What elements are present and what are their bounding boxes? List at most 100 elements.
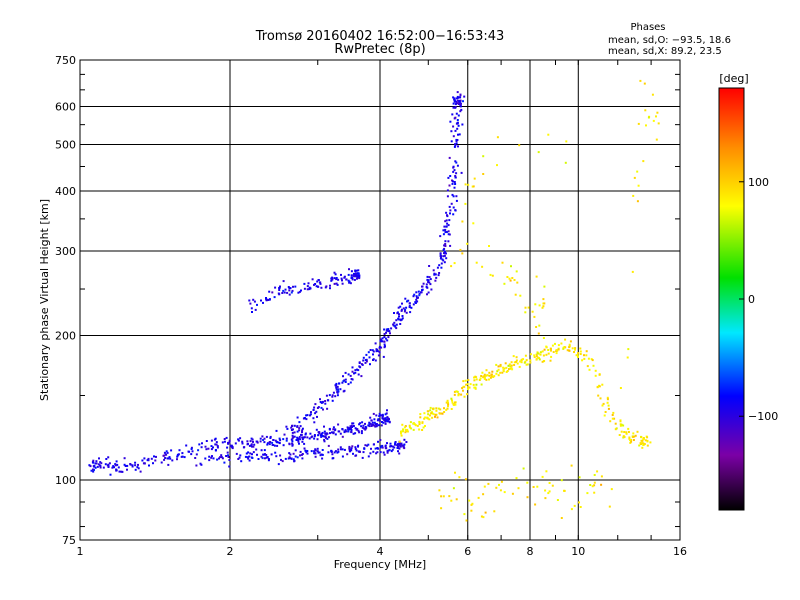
phase-point	[92, 468, 94, 471]
phase-point	[452, 135, 455, 138]
phase-point	[571, 347, 574, 350]
phase-point	[350, 449, 353, 452]
phase-point	[383, 333, 386, 335]
phase-point	[298, 435, 301, 438]
phase-point	[94, 466, 97, 469]
phase-point	[421, 289, 423, 292]
phase-point	[319, 281, 322, 284]
phase-point	[114, 463, 117, 466]
phase-point	[449, 175, 452, 177]
phase-point	[442, 255, 445, 258]
phase-point	[355, 428, 358, 431]
phase-point	[148, 464, 150, 467]
phase-point	[513, 364, 516, 366]
phase-point	[268, 441, 271, 443]
phase-point	[398, 440, 401, 443]
phase-point	[170, 449, 173, 452]
phase-point	[336, 385, 339, 388]
phase-point	[306, 414, 309, 417]
phase-point	[287, 286, 290, 288]
phase-point	[291, 442, 294, 445]
phase-point	[350, 276, 353, 279]
phase-point	[228, 441, 231, 444]
phase-point	[457, 99, 459, 102]
phase-point	[265, 298, 268, 301]
phase-point	[459, 94, 462, 97]
phase-point	[412, 422, 415, 425]
phase-point	[339, 388, 342, 391]
phase-point	[448, 184, 451, 187]
phase-point	[467, 386, 470, 389]
phase-point	[506, 276, 509, 278]
phase-point	[452, 102, 455, 105]
phase-point	[363, 427, 366, 430]
phase-point	[298, 427, 301, 430]
phase-point	[354, 446, 357, 449]
phase-point	[453, 145, 456, 148]
phase-point	[400, 308, 403, 311]
phase-point	[267, 458, 270, 460]
phase-point	[537, 356, 540, 359]
phase-point	[343, 379, 346, 382]
phase-point	[316, 438, 319, 441]
phase-point	[323, 438, 326, 441]
phase-point	[474, 375, 477, 378]
phase-point	[385, 331, 387, 334]
phase-point	[369, 349, 372, 351]
phase-point	[450, 408, 453, 410]
phase-point	[188, 450, 191, 453]
phase-point	[331, 395, 334, 398]
phase-point	[313, 283, 315, 286]
phase-point	[516, 362, 519, 365]
phase-point	[502, 369, 505, 372]
phase-point	[248, 455, 251, 458]
phase-point	[397, 318, 400, 321]
phase-point	[448, 156, 451, 159]
phase-point	[450, 397, 453, 400]
phase-point	[427, 413, 430, 416]
phase-point	[451, 113, 454, 116]
phase-point	[490, 375, 493, 378]
phase-point	[629, 441, 632, 444]
phase-point	[578, 476, 581, 479]
phase-point	[440, 266, 443, 269]
phase-point	[375, 424, 378, 427]
phase-point	[220, 454, 223, 457]
phase-point	[337, 390, 340, 393]
phase-point	[252, 440, 254, 443]
phase-point	[446, 407, 449, 410]
phase-point	[415, 291, 418, 294]
phase-point	[310, 450, 313, 453]
phase-point	[190, 446, 193, 449]
phase-point	[249, 452, 252, 455]
phase-point	[579, 506, 582, 508]
phase-point	[247, 442, 249, 445]
phase-point	[408, 304, 411, 307]
phase-point	[467, 379, 470, 381]
phase-point	[433, 273, 436, 276]
phase-point	[444, 252, 447, 255]
phase-point	[272, 444, 275, 446]
phase-point	[303, 442, 306, 445]
phase-point	[262, 301, 264, 304]
phase-point	[440, 507, 443, 510]
phase-point	[323, 435, 326, 438]
phase-point	[434, 273, 437, 276]
phase-point	[169, 457, 172, 460]
phase-point	[505, 371, 508, 373]
phase-point	[216, 446, 219, 449]
phase-point	[327, 436, 330, 439]
phase-point	[354, 448, 357, 450]
phase-point	[204, 445, 207, 448]
phase-point	[393, 312, 395, 314]
phase-point	[535, 353, 538, 356]
phase-point	[273, 444, 276, 447]
phase-point	[452, 180, 454, 183]
phase-point	[401, 423, 404, 426]
phase-point	[287, 457, 290, 460]
phase-point	[131, 464, 134, 467]
phase-point	[508, 368, 510, 371]
phase-point	[405, 441, 408, 443]
phase-point	[536, 352, 539, 355]
phase-point	[337, 448, 340, 451]
